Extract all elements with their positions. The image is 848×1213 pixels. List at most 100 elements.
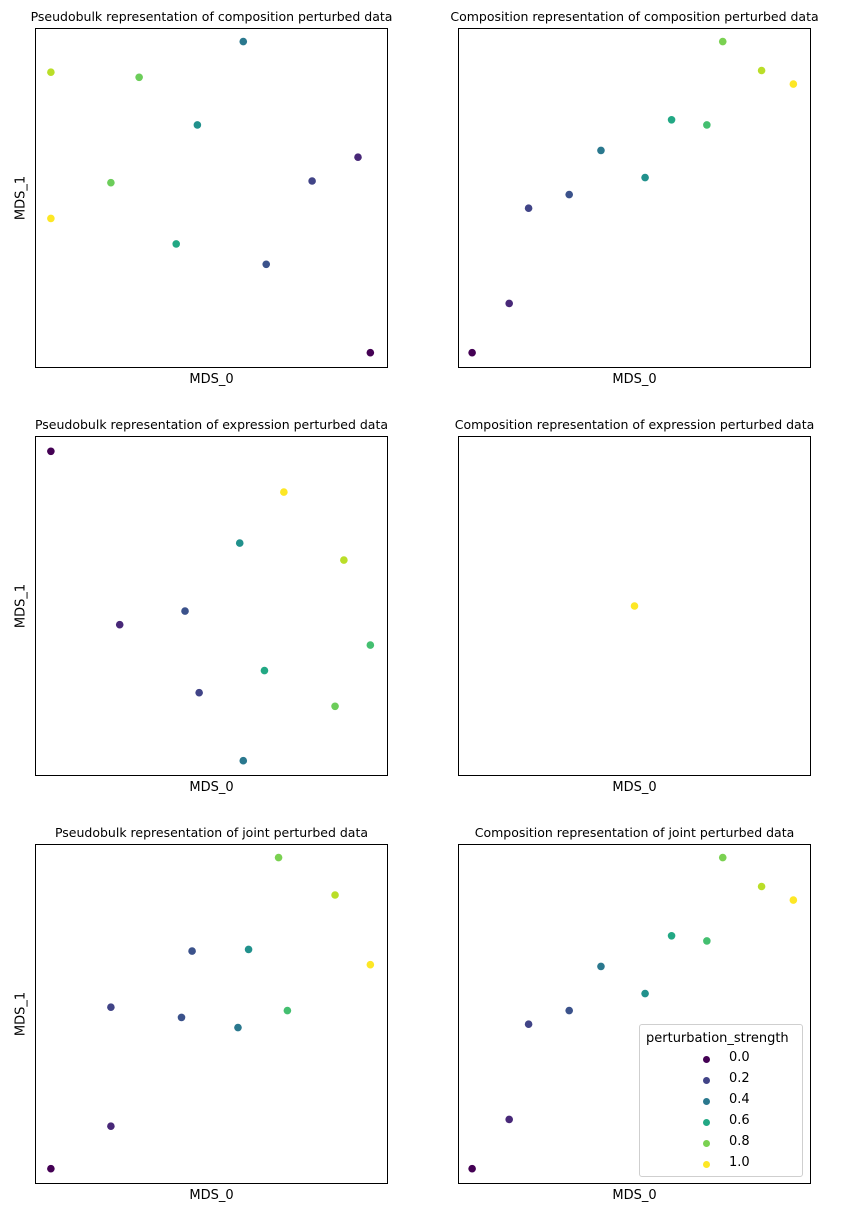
data-point [260,666,269,675]
data-point [115,620,124,629]
x-axis-label: MDS_0 [612,780,657,795]
data-point [565,190,573,199]
plot-area [458,844,811,1184]
legend-marker [703,1140,710,1147]
data-point [468,348,476,357]
scatter-plot [630,602,639,610]
scatter-plot [468,37,798,357]
data-point [505,299,513,308]
data-point [641,989,649,998]
data-point [565,1006,573,1015]
x-axis-label: MDS_0 [612,372,657,387]
plot-area [458,28,811,368]
data-point [234,1023,242,1032]
data-point [667,116,676,124]
data-point [181,607,189,615]
scatter-plot [47,37,375,357]
scatter-plot [47,853,375,1173]
legend-label: 0.0 [729,1050,750,1065]
data-point [193,121,202,129]
plot-area [458,436,811,776]
plot-area [35,436,388,776]
scatter-plot [47,447,375,765]
data-point [47,1164,55,1173]
legend-entry: 0.0 [640,1050,802,1070]
data-point [47,214,55,223]
legend-label: 1.0 [729,1155,750,1170]
chart-title: Pseudobulk representation of expression … [34,417,389,432]
data-point [239,756,248,765]
plot-area [35,844,388,1184]
plot-area [35,28,388,368]
legend-title: perturbation_strength [646,1031,789,1046]
data-point [107,178,115,187]
data-point [177,1013,186,1022]
data-point [597,962,605,971]
data-point [667,932,676,940]
data-point [235,539,244,547]
legend-label: 0.6 [729,1113,750,1128]
legend-marker [703,1056,710,1063]
legend-marker [703,1119,710,1126]
data-point [757,66,766,75]
x-axis-label: MDS_0 [612,1188,657,1203]
data-point [280,488,288,496]
data-point [366,960,375,969]
legend-entry: 0.8 [640,1134,802,1154]
legend-label: 0.8 [729,1134,750,1149]
data-point [630,602,639,610]
chart-title: Pseudobulk representation of joint pertu… [54,825,369,840]
data-point [354,153,362,161]
legend-entry: 1.0 [640,1155,802,1175]
data-point [107,1122,115,1130]
data-point [195,688,203,697]
data-point [283,1006,292,1015]
chart-title: Pseudobulk representation of composition… [30,9,393,24]
data-point [597,146,605,155]
chart-title: Composition representation of joint pert… [474,825,795,840]
legend-marker [703,1161,710,1168]
data-point [366,348,375,357]
data-point [703,121,711,129]
scatter-plot [468,853,798,1173]
legend-label: 0.4 [729,1092,750,1107]
data-point [718,37,727,46]
data-point [239,37,248,46]
data-point [107,1003,115,1011]
data-point [524,204,533,212]
data-point [331,702,339,711]
data-point [789,80,798,88]
data-point [274,853,283,862]
data-point [172,240,180,248]
legend-marker [703,1098,710,1105]
chart-title: Composition representation of compositio… [450,9,819,24]
x-axis-label: MDS_0 [189,372,234,387]
legend-entry: 0.4 [640,1092,802,1112]
data-point [524,1020,533,1028]
data-point [244,945,253,954]
x-axis-label: MDS_0 [189,1188,234,1203]
y-axis-label: MDS_1 [13,175,29,221]
data-point [641,173,649,182]
data-point [718,853,727,862]
y-axis-label: MDS_1 [13,991,29,1037]
data-point [340,556,348,564]
legend-entry: 0.6 [640,1113,802,1133]
data-point [47,447,55,456]
legend-label: 0.2 [729,1071,750,1086]
data-point [262,260,271,269]
y-axis-label: MDS_1 [13,583,29,629]
chart-title: Composition representation of expression… [454,417,815,432]
legend: perturbation_strength 0.0 0.2 0.4 0.6 0.8 1.0 [639,1024,803,1177]
data-point [366,641,375,649]
data-point [47,68,55,76]
data-point [135,73,143,82]
data-point [188,947,196,955]
data-point [468,1164,476,1173]
legend-marker [703,1077,710,1084]
data-point [505,1115,513,1124]
data-point [757,882,766,891]
x-axis-label: MDS_0 [189,780,234,795]
data-point [308,177,316,185]
data-point [331,891,339,899]
